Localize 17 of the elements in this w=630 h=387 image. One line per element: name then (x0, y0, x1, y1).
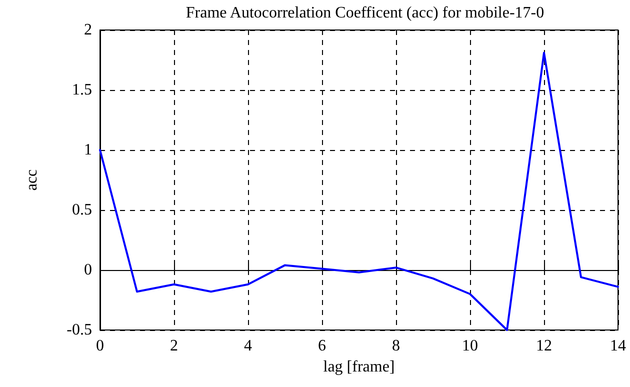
x-axis-title: lag [frame] (323, 358, 395, 376)
chart-title: Frame Autocorrelation Coefficent (acc) for mobile-17-0 (186, 4, 544, 22)
y-tick-label: 0.5 (72, 202, 92, 218)
x-tick-label: 10 (462, 338, 478, 354)
x-tick-label: 4 (244, 338, 252, 354)
x-tick-label: 12 (536, 338, 552, 354)
x-tick-label: 0 (96, 338, 104, 354)
y-tick-label: 0 (84, 262, 92, 278)
x-tick-label: 8 (392, 338, 400, 354)
y-tick-label: 1.5 (72, 82, 92, 98)
y-tick-label: -0.5 (66, 322, 92, 338)
y-tick-label: 1 (84, 142, 92, 158)
x-tick-label: 14 (610, 338, 626, 354)
x-tick-label: 6 (318, 338, 326, 354)
y-axis-title: acc (24, 169, 40, 191)
x-tick-label: 2 (170, 338, 178, 354)
y-tick-label: 2 (84, 22, 92, 38)
